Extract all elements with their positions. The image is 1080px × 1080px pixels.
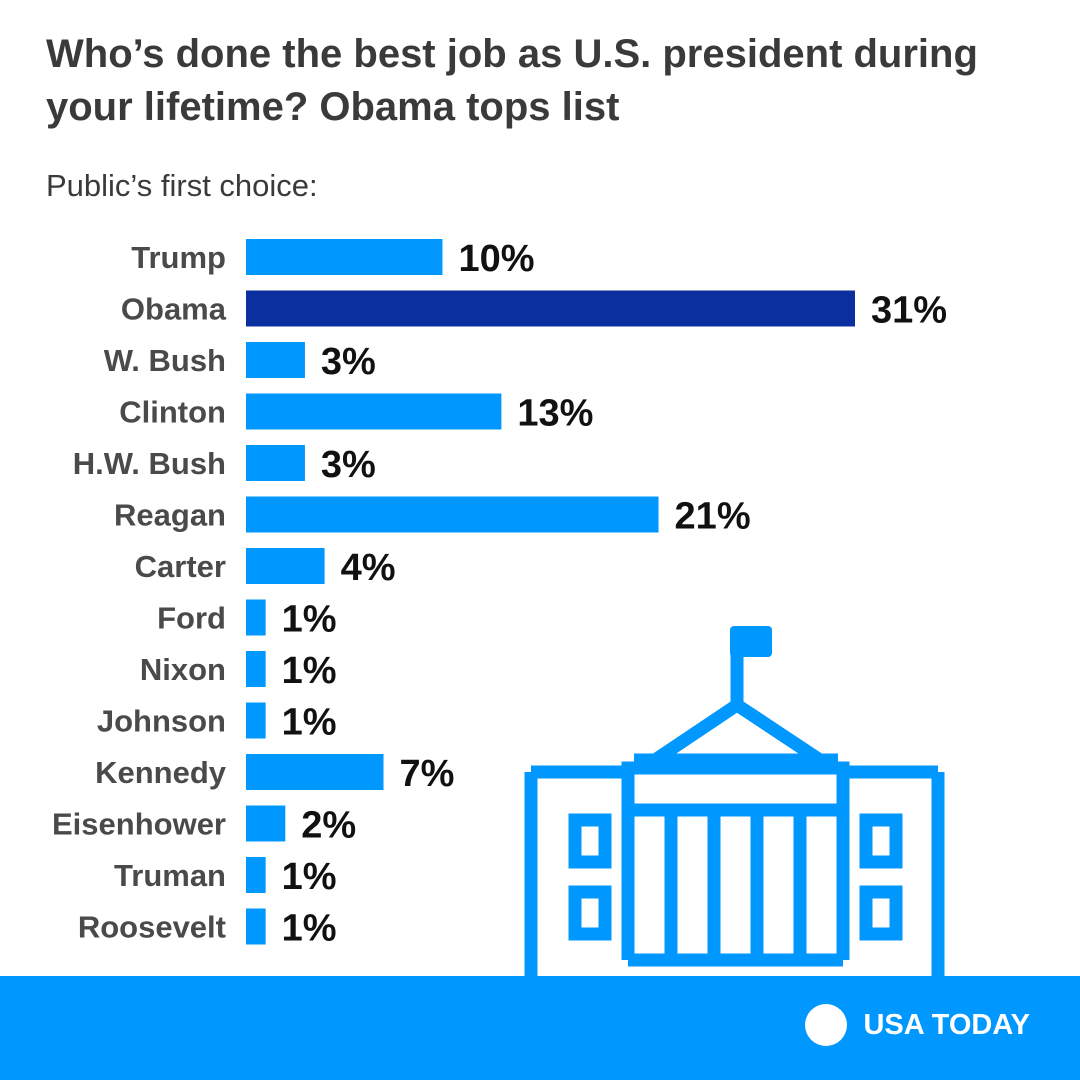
category-label-reagan: Reagan	[114, 498, 226, 533]
value-label-eisenhower: 2%	[301, 805, 356, 847]
value-label-johnson: 1%	[282, 702, 337, 744]
value-label-kennedy: 7%	[400, 753, 455, 795]
bar-roosevelt	[246, 908, 266, 945]
category-label-obama: Obama	[121, 292, 227, 327]
value-label-w-bush: 3%	[321, 341, 376, 383]
bar-trump	[246, 239, 443, 275]
bar-kennedy	[246, 754, 384, 790]
category-label-w-bush: W. Bush	[104, 343, 226, 378]
value-label-trump: 10%	[458, 238, 534, 280]
category-label-clinton: Clinton	[119, 395, 226, 430]
category-label-nixon: Nixon	[140, 652, 226, 687]
brand-name: USA TODAY	[863, 1008, 1030, 1041]
value-label-roosevelt: 1%	[282, 908, 337, 950]
bar-clinton	[246, 393, 502, 430]
category-label-truman: Truman	[114, 858, 226, 893]
category-label-eisenhower: Eisenhower	[52, 807, 226, 842]
category-label-trump: Trump	[131, 240, 226, 275]
value-label-reagan: 21%	[675, 496, 751, 538]
bar-w-bush	[246, 342, 305, 378]
bar-h-w-bush	[246, 445, 305, 481]
value-label-nixon: 1%	[282, 650, 337, 692]
bar-carter	[246, 548, 325, 584]
value-label-ford: 1%	[282, 599, 337, 641]
category-label-kennedy: Kennedy	[95, 755, 227, 790]
chart-title: Who’s done the best job as U.S. presiden…	[46, 32, 978, 129]
bar-ford	[246, 599, 266, 636]
footer-bar	[0, 976, 1080, 1080]
bar-nixon	[246, 651, 266, 687]
value-label-carter: 4%	[341, 547, 396, 589]
brand-logo-dot-icon	[805, 1004, 848, 1046]
value-label-obama: 31%	[871, 290, 947, 332]
bar-eisenhower	[246, 805, 286, 842]
capitol-building-icon	[524, 626, 945, 976]
value-label-clinton: 13%	[517, 393, 593, 435]
category-label-johnson: Johnson	[97, 704, 226, 739]
category-label-roosevelt: Roosevelt	[78, 910, 226, 945]
bar-obama	[246, 290, 855, 327]
bar-reagan	[246, 496, 659, 533]
bar-johnson	[246, 702, 266, 739]
chart-subtitle: Public’s first choice:	[46, 168, 318, 203]
value-label-truman: 1%	[282, 856, 337, 898]
bar-truman	[246, 857, 266, 893]
value-label-h-w-bush: 3%	[321, 444, 376, 486]
category-label-carter: Carter	[135, 549, 226, 584]
category-label-ford: Ford	[157, 601, 226, 636]
category-label-h-w-bush: H.W. Bush	[73, 446, 226, 481]
brand-logo: USA TODAY	[805, 1004, 1030, 1046]
